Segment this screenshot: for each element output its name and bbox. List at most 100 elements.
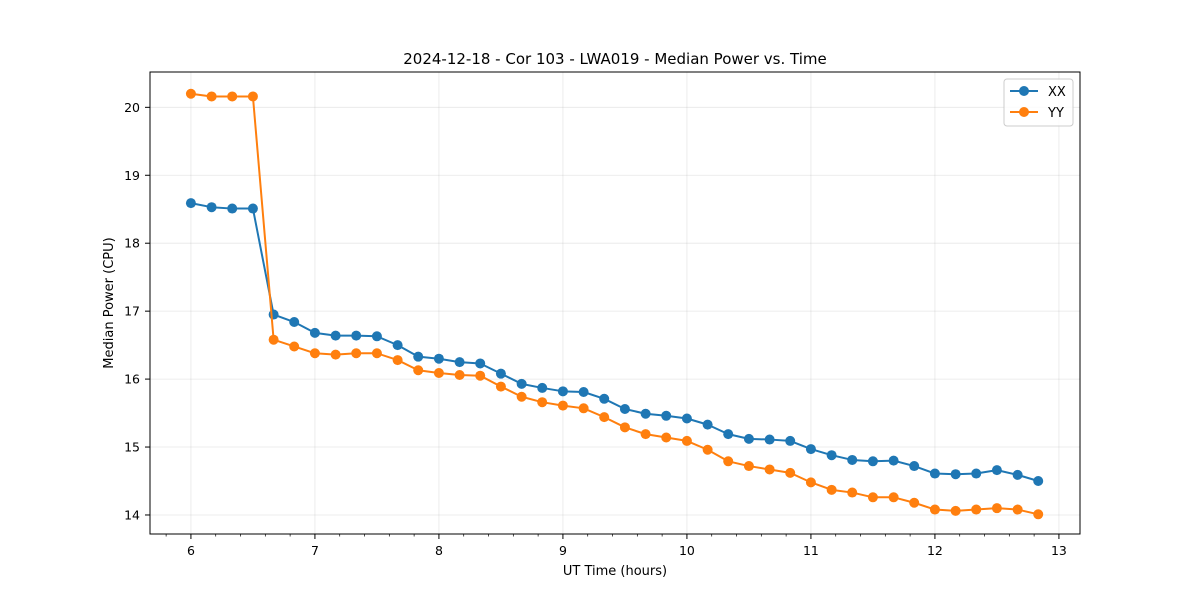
legend: XX YY: [1003, 78, 1074, 127]
plot-series: [185, 88, 1044, 520]
data-point-yy: [826, 484, 837, 495]
data-point-yy: [867, 492, 878, 503]
data-point-xx: [888, 455, 899, 466]
data-point-yy: [330, 349, 341, 360]
data-point-yy: [723, 456, 734, 467]
data-point-xx: [909, 461, 920, 472]
data-point-xx: [867, 456, 878, 467]
x-tick-label: 8: [435, 543, 443, 558]
data-point-yy: [413, 365, 424, 376]
data-point-yy: [888, 492, 899, 503]
x-tick-label: 13: [1051, 543, 1067, 558]
data-point-xx: [206, 202, 217, 213]
data-point-xx: [516, 378, 527, 389]
data-point-yy: [475, 370, 486, 381]
data-point-xx: [619, 403, 630, 414]
data-point-yy: [247, 91, 258, 102]
data-point-yy: [289, 341, 300, 352]
data-point-xx: [351, 330, 362, 341]
data-point-yy: [847, 487, 858, 498]
data-point-xx: [495, 368, 506, 379]
legend-label-yy: YY: [1047, 106, 1064, 121]
data-point-yy: [578, 403, 589, 414]
data-point-xx: [743, 433, 754, 444]
data-point-xx: [785, 435, 796, 446]
data-point-yy: [433, 367, 444, 378]
data-point-yy: [991, 503, 1002, 514]
data-point-xx: [640, 408, 651, 419]
x-tick-label: 11: [803, 543, 819, 558]
data-point-xx: [847, 454, 858, 465]
data-point-yy: [909, 497, 920, 508]
data-point-xx: [702, 419, 713, 430]
y-tick-label: 20: [124, 100, 140, 115]
x-tick-label: 10: [679, 543, 695, 558]
data-point-xx: [413, 351, 424, 362]
x-tick-label: 9: [559, 543, 567, 558]
data-point-yy: [206, 91, 217, 102]
data-point-yy: [743, 461, 754, 472]
y-tick-label: 16: [124, 372, 140, 387]
data-point-xx: [991, 465, 1002, 476]
data-point-yy: [619, 422, 630, 433]
x-tick-label: 7: [311, 543, 319, 558]
data-point-xx: [723, 429, 734, 440]
data-point-yy: [785, 467, 796, 478]
data-point-xx: [227, 203, 238, 214]
data-point-yy: [392, 355, 403, 366]
x-tick-label: 12: [927, 543, 943, 558]
data-point-xx: [309, 327, 320, 338]
data-point-yy: [1012, 504, 1023, 515]
data-point-xx: [392, 340, 403, 351]
y-tick-label: 14: [124, 507, 140, 522]
x-axis-label: UT Time (hours): [563, 564, 667, 579]
data-point-xx: [971, 468, 982, 479]
y-axis-label: Median Power (CPU): [102, 237, 117, 368]
data-point-yy: [516, 391, 527, 402]
data-point-xx: [578, 387, 589, 398]
data-point-xx: [537, 382, 548, 393]
legend-marker-yy: [1019, 107, 1029, 117]
data-point-yy: [702, 444, 713, 455]
data-point-yy: [805, 477, 816, 488]
data-point-yy: [661, 432, 672, 443]
data-point-xx: [371, 331, 382, 342]
x-tick-label: 6: [187, 543, 195, 558]
data-point-xx: [599, 393, 610, 404]
y-tick-label: 19: [124, 168, 140, 183]
data-point-yy: [557, 400, 568, 411]
data-point-xx: [475, 358, 486, 369]
data-point-xx: [1033, 476, 1044, 487]
data-point-yy: [454, 370, 465, 381]
data-point-xx: [185, 198, 196, 209]
data-point-xx: [764, 434, 775, 445]
data-point-xx: [454, 357, 465, 368]
data-point-yy: [371, 348, 382, 359]
y-tick-label: 18: [124, 236, 140, 251]
grid: [150, 72, 1080, 534]
data-point-yy: [764, 464, 775, 475]
axis-ticks: 6 7 8 9 10 11 12 13 14 15 16 17 18 19 20: [124, 100, 1067, 558]
data-point-xx: [1012, 469, 1023, 480]
data-point-xx: [681, 413, 692, 424]
data-point-yy: [495, 381, 506, 392]
data-point-xx: [826, 450, 837, 461]
data-point-yy: [950, 505, 961, 516]
data-point-xx: [330, 330, 341, 341]
data-point-yy: [227, 91, 238, 102]
data-point-yy: [185, 88, 196, 99]
data-point-yy: [929, 504, 940, 515]
data-point-xx: [950, 469, 961, 480]
legend-marker-xx: [1019, 86, 1029, 96]
y-tick-label: 17: [124, 304, 140, 319]
data-point-xx: [805, 444, 816, 455]
legend-label-xx: XX: [1048, 85, 1066, 100]
data-point-yy: [351, 348, 362, 359]
data-point-yy: [1033, 509, 1044, 520]
data-point-yy: [681, 435, 692, 446]
data-point-yy: [309, 348, 320, 359]
data-point-xx: [433, 353, 444, 364]
data-point-xx: [247, 203, 258, 214]
chart-title: 2024-12-18 - Cor 103 - LWA019 - Median P…: [403, 50, 827, 68]
